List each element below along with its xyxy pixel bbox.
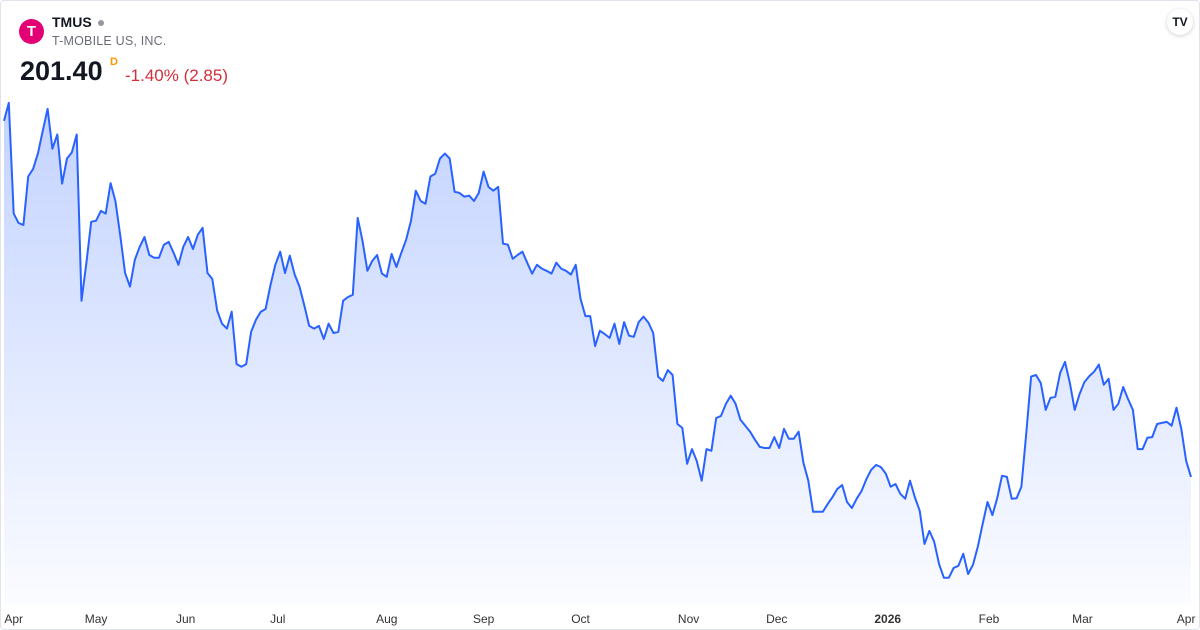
x-tick-label: Nov <box>678 612 699 626</box>
symbol-row: TMUS <box>52 14 104 30</box>
x-tick-label: Oct <box>571 612 590 626</box>
x-tick-label: Jun <box>176 612 195 626</box>
area-fill <box>4 102 1191 605</box>
status-dot <box>97 20 104 27</box>
x-tick-label: Apr <box>4 612 23 626</box>
x-tick-label: May <box>85 612 108 626</box>
x-tick-label: Apr <box>1177 612 1196 626</box>
symbol: TMUS <box>52 14 92 30</box>
interval-flag: D <box>110 56 118 68</box>
x-tick-label: Feb <box>979 612 1000 626</box>
brand-logo[interactable]: TV <box>1167 9 1193 35</box>
x-tick-label: Sep <box>473 612 495 626</box>
x-tick-label: Dec <box>766 612 787 626</box>
x-tick-label: 2026 <box>874 612 901 626</box>
company-name: T-MOBILE US, INC. <box>52 34 167 48</box>
x-tick-label: Jul <box>270 612 285 626</box>
price-line <box>3 101 1192 579</box>
price-change: -1.40% (2.85) <box>125 66 228 85</box>
x-tick-label: Mar <box>1072 612 1093 626</box>
price: 201.40 <box>20 56 103 86</box>
company-logo: T <box>19 19 44 44</box>
x-tick-label: Aug <box>376 612 397 626</box>
